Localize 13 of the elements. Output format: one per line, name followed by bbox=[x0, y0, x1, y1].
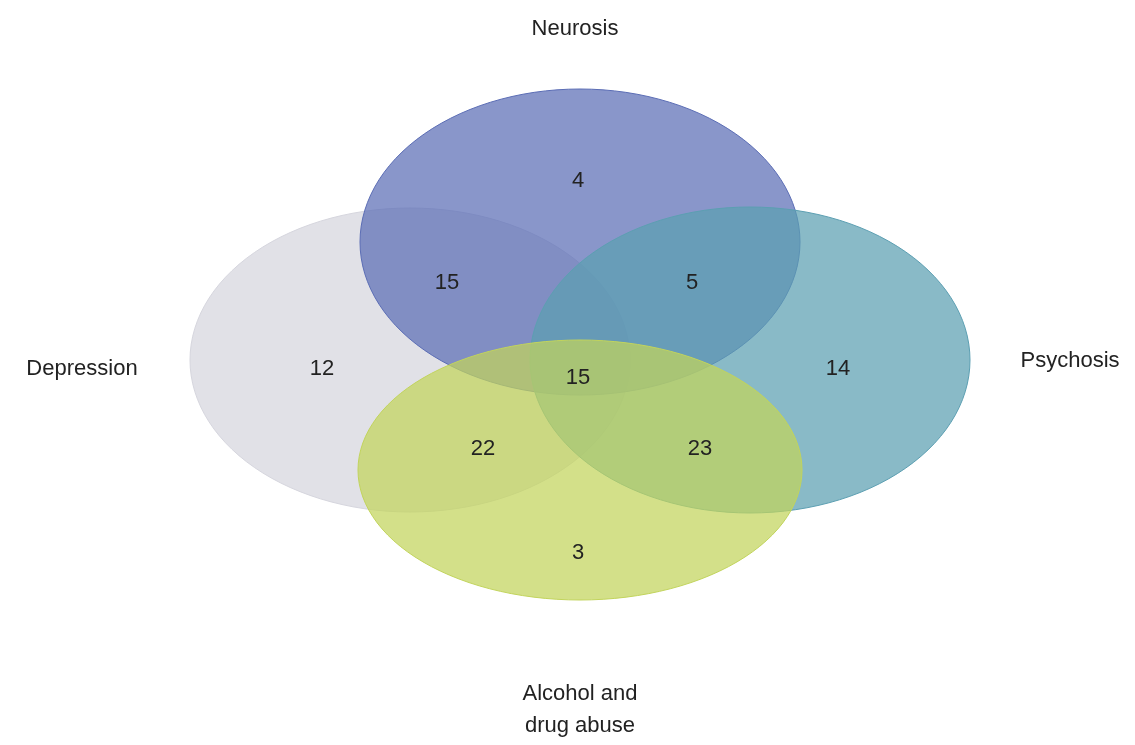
data-label: 12 bbox=[309, 355, 335, 380]
data-label: 22 bbox=[470, 435, 496, 460]
data-label: 14 bbox=[825, 355, 851, 380]
text: Alcohol and drug abuse bbox=[522, 680, 638, 737]
data-label: 15 bbox=[565, 364, 591, 389]
data-label: 3 bbox=[571, 539, 585, 564]
data-label: 4 bbox=[571, 167, 585, 192]
data-label: 5 bbox=[685, 269, 699, 294]
data-label: 23 bbox=[687, 435, 713, 460]
text: Neurosis bbox=[531, 15, 619, 40]
text: Psychosis bbox=[1020, 347, 1120, 372]
text: Depression bbox=[26, 355, 138, 380]
data-label: 15 bbox=[434, 269, 460, 294]
